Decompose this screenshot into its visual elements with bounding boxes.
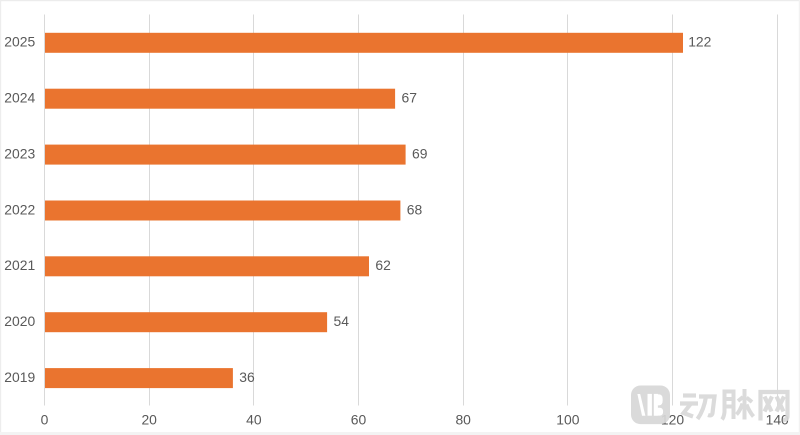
svg-text:69: 69 <box>412 145 428 161</box>
svg-text:54: 54 <box>334 313 350 329</box>
svg-text:2025: 2025 <box>4 34 35 50</box>
svg-text:67: 67 <box>402 90 418 106</box>
svg-text:36: 36 <box>239 369 255 385</box>
svg-text:40: 40 <box>246 412 262 428</box>
svg-text:140: 140 <box>766 412 789 428</box>
svg-text:2021: 2021 <box>4 257 35 273</box>
svg-text:80: 80 <box>455 412 471 428</box>
svg-text:20: 20 <box>141 412 157 428</box>
svg-text:68: 68 <box>407 201 423 217</box>
svg-text:2019: 2019 <box>4 369 35 385</box>
svg-text:0: 0 <box>41 412 49 428</box>
svg-text:100: 100 <box>556 412 579 428</box>
svg-text:2023: 2023 <box>4 145 35 161</box>
svg-text:2024: 2024 <box>4 90 35 106</box>
svg-text:2022: 2022 <box>4 201 35 217</box>
svg-text:122: 122 <box>688 34 711 50</box>
svg-text:2020: 2020 <box>4 313 35 329</box>
svg-text:60: 60 <box>351 412 367 428</box>
svg-text:62: 62 <box>375 257 391 273</box>
